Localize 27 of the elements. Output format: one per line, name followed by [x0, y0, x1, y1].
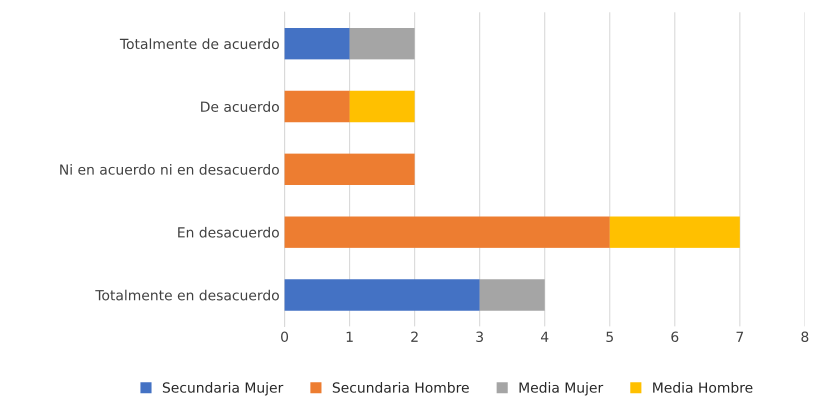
legend-label: Secundaria Mujer — [162, 382, 284, 396]
bar — [284, 28, 350, 60]
legend-label: Media Mujer — [520, 382, 604, 396]
x-tick-label: 4 — [540, 332, 548, 342]
x-tick-label: 8 — [801, 332, 808, 342]
x-tick-label: 0 — [281, 332, 288, 342]
x-tick-label: 6 — [671, 332, 678, 342]
y-tick-label: De acuerdo — [201, 101, 279, 112]
bar — [284, 154, 415, 186]
y-tick-label: En desacuerdo — [178, 226, 279, 238]
y-tick-label: Totalmente en desacuerdo — [95, 290, 279, 300]
legend-label: Secundaria Hombre — [332, 382, 469, 393]
y-tick-label: Totalmente de acuerdo — [120, 38, 279, 50]
x-tick-label: 1 — [346, 332, 353, 342]
legend-label: Media Hombre — [653, 382, 752, 393]
x-tick-label: 3 — [476, 332, 483, 342]
bar — [350, 90, 415, 122]
y-tick-label: Ni en acuerdo ni en desacuerdo — [60, 164, 279, 175]
bar — [480, 279, 545, 311]
x-tick-label: 2 — [411, 332, 418, 342]
x-tick-label: 5 — [606, 332, 613, 342]
bar — [350, 28, 415, 60]
bar — [284, 279, 480, 311]
bar — [284, 90, 350, 122]
bar — [610, 216, 740, 248]
bar — [284, 216, 610, 248]
x-tick-label: 7 — [736, 332, 744, 342]
